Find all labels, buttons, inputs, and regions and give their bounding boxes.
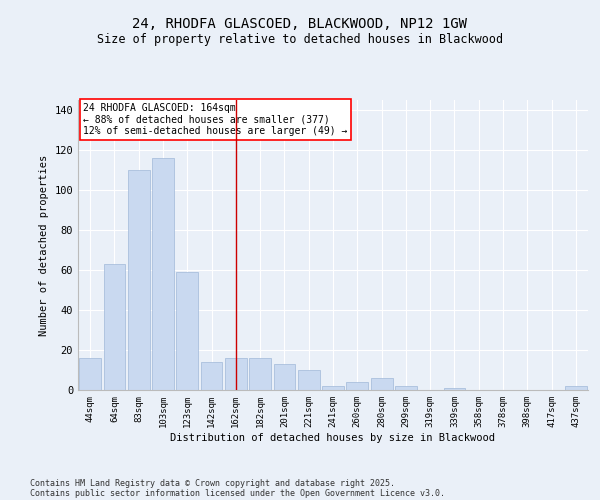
Bar: [322, 386, 344, 390]
Bar: [152, 158, 174, 390]
Text: Size of property relative to detached houses in Blackwood: Size of property relative to detached ho…: [97, 32, 503, 46]
Text: Contains public sector information licensed under the Open Government Licence v3: Contains public sector information licen…: [30, 488, 445, 498]
Bar: [346, 382, 368, 390]
Bar: [225, 358, 247, 390]
Bar: [395, 386, 417, 390]
Bar: [565, 386, 587, 390]
Text: Contains HM Land Registry data © Crown copyright and database right 2025.: Contains HM Land Registry data © Crown c…: [30, 478, 395, 488]
Text: 24 RHODFA GLASCOED: 164sqm
← 88% of detached houses are smaller (377)
12% of sem: 24 RHODFA GLASCOED: 164sqm ← 88% of deta…: [83, 103, 347, 136]
Bar: [298, 370, 320, 390]
Bar: [249, 358, 271, 390]
Bar: [176, 272, 198, 390]
Bar: [79, 358, 101, 390]
X-axis label: Distribution of detached houses by size in Blackwood: Distribution of detached houses by size …: [170, 432, 496, 442]
Text: 24, RHODFA GLASCOED, BLACKWOOD, NP12 1GW: 24, RHODFA GLASCOED, BLACKWOOD, NP12 1GW: [133, 18, 467, 32]
Bar: [274, 364, 295, 390]
Bar: [443, 388, 466, 390]
Bar: [104, 264, 125, 390]
Bar: [128, 170, 149, 390]
Y-axis label: Number of detached properties: Number of detached properties: [39, 154, 49, 336]
Bar: [200, 362, 223, 390]
Bar: [371, 378, 392, 390]
